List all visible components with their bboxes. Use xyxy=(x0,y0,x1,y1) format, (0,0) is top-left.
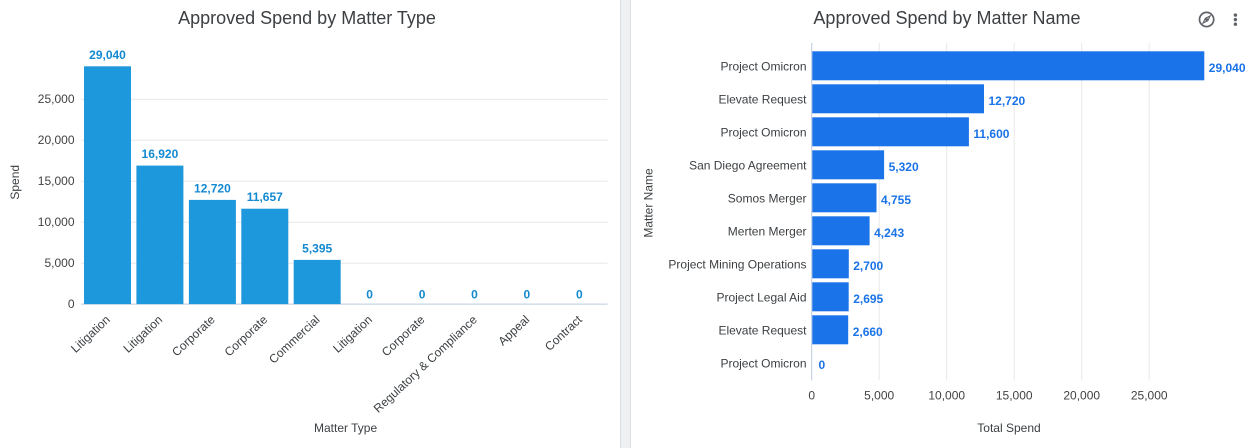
svg-text:Commercial: Commercial xyxy=(266,313,322,367)
svg-text:0: 0 xyxy=(524,288,531,302)
svg-text:2,700: 2,700 xyxy=(853,259,883,273)
svg-text:2,660: 2,660 xyxy=(853,325,883,339)
svg-text:0: 0 xyxy=(419,288,426,302)
svg-text:10,000: 10,000 xyxy=(928,389,965,403)
svg-text:Litigation: Litigation xyxy=(121,313,166,356)
svg-text:20,000: 20,000 xyxy=(38,133,75,147)
svg-text:0: 0 xyxy=(68,297,75,311)
svg-text:25,000: 25,000 xyxy=(38,92,75,106)
svg-text:0: 0 xyxy=(471,288,478,302)
svg-text:29,040: 29,040 xyxy=(89,48,126,62)
svg-text:Appeal: Appeal xyxy=(495,313,532,349)
svg-text:11,600: 11,600 xyxy=(973,127,1009,141)
svg-text:20,000: 20,000 xyxy=(1063,389,1100,403)
svg-text:15,000: 15,000 xyxy=(38,174,75,188)
svg-text:Matter Name: Matter Name xyxy=(642,168,656,238)
svg-text:Project Mining Operations: Project Mining Operations xyxy=(668,258,806,272)
svg-text:Project Omicron: Project Omicron xyxy=(720,126,806,140)
svg-text:12,720: 12,720 xyxy=(989,94,1026,108)
svg-text:Litigation: Litigation xyxy=(330,313,375,356)
svg-text:Regulatory & Compliance: Regulatory & Compliance xyxy=(371,312,480,415)
svg-text:15,000: 15,000 xyxy=(996,389,1033,403)
svg-text:Somos Merger: Somos Merger xyxy=(728,192,807,206)
svg-text:Project Omicron: Project Omicron xyxy=(720,60,806,74)
svg-text:0: 0 xyxy=(808,389,815,403)
svg-text:0: 0 xyxy=(366,288,373,302)
svg-text:Approved Spend by Matter Name: Approved Spend by Matter Name xyxy=(813,8,1080,28)
svg-text:2,695: 2,695 xyxy=(853,292,883,306)
svg-text:29,040: 29,040 xyxy=(1209,61,1246,75)
svg-text:Approved Spend by Matter Type: Approved Spend by Matter Type xyxy=(178,8,436,28)
svg-text:4,243: 4,243 xyxy=(874,226,904,240)
svg-text:Corporate: Corporate xyxy=(222,312,271,359)
svg-text:16,920: 16,920 xyxy=(142,147,179,161)
svg-text:Spend: Spend xyxy=(8,165,22,200)
svg-text:Contract: Contract xyxy=(542,312,585,354)
svg-text:Project Legal Aid: Project Legal Aid xyxy=(716,291,806,305)
svg-text:Project Omicron: Project Omicron xyxy=(720,357,806,371)
svg-text:10,000: 10,000 xyxy=(38,215,75,229)
svg-text:Corporate: Corporate xyxy=(379,312,428,359)
svg-text:Litigation: Litigation xyxy=(68,313,113,356)
svg-text:0: 0 xyxy=(819,358,826,372)
svg-text:0: 0 xyxy=(576,288,583,302)
svg-text:25,000: 25,000 xyxy=(1131,389,1168,403)
svg-text:Total Spend: Total Spend xyxy=(977,421,1040,435)
svg-text:5,320: 5,320 xyxy=(889,160,919,174)
svg-text:San Diego Agreement: San Diego Agreement xyxy=(689,159,807,173)
svg-text:Merten Merger: Merten Merger xyxy=(728,225,807,239)
svg-text:11,657: 11,657 xyxy=(247,190,283,204)
svg-text:5,395: 5,395 xyxy=(302,241,332,255)
svg-text:Corporate: Corporate xyxy=(169,312,218,359)
svg-text:5,000: 5,000 xyxy=(864,389,894,403)
svg-text:12,720: 12,720 xyxy=(194,181,231,195)
svg-text:5,000: 5,000 xyxy=(44,256,74,270)
svg-text:Elevate Request: Elevate Request xyxy=(718,93,807,107)
svg-text:Elevate Request: Elevate Request xyxy=(718,324,807,338)
svg-text:Matter Type: Matter Type xyxy=(314,421,377,435)
svg-text:4,755: 4,755 xyxy=(881,193,911,207)
